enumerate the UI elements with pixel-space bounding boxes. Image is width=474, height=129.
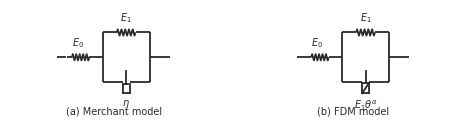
Text: $\eta$: $\eta$ (122, 98, 130, 110)
Text: $E_0$: $E_0$ (72, 36, 84, 50)
Text: $E_1$: $E_1$ (360, 11, 372, 25)
Text: (b) FDM model: (b) FDM model (317, 106, 389, 116)
Text: $E_0$: $E_0$ (311, 36, 323, 50)
Text: $E_1\theta^\alpha$: $E_1\theta^\alpha$ (354, 98, 377, 112)
Text: $E_1$: $E_1$ (120, 11, 132, 25)
Text: (a) Merchant model: (a) Merchant model (66, 106, 162, 116)
